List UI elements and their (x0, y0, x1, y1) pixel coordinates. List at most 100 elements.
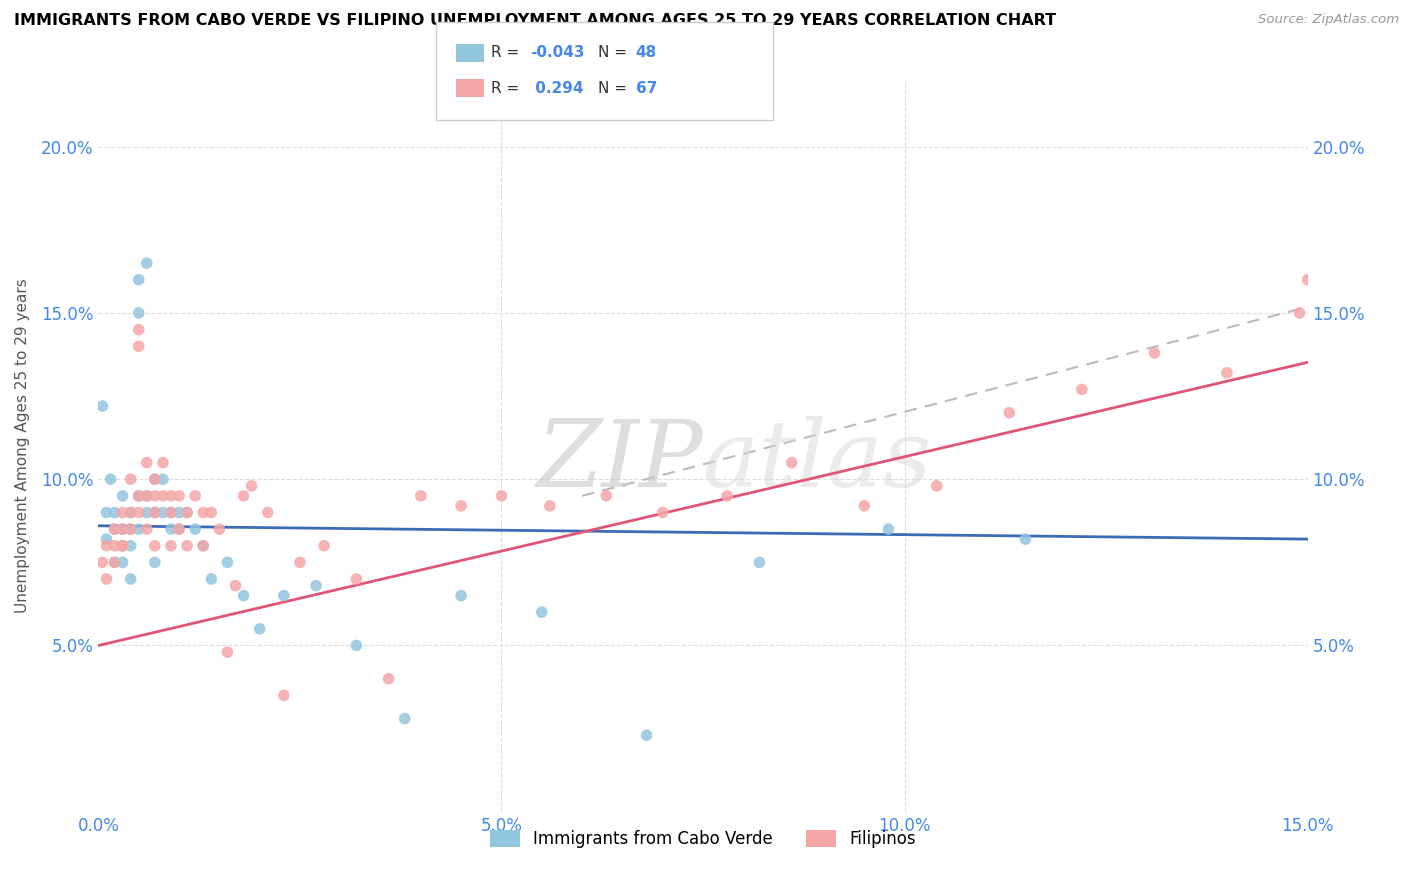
Point (111, 539, 134, 553)
Point (120, 539, 142, 553)
Point (152, 489, 174, 503)
Point (877, 522, 900, 536)
Point (128, 323, 150, 337)
Point (111, 539, 134, 553)
Point (120, 522, 142, 536)
Point (176, 506, 198, 520)
Point (143, 472, 166, 486)
Point (184, 489, 207, 503)
Point (224, 579, 246, 593)
Point (636, 728, 658, 742)
Point (103, 522, 125, 536)
Point (135, 522, 157, 536)
Point (232, 489, 254, 503)
Point (1143, 346, 1166, 360)
Point (103, 522, 125, 536)
Point (256, 506, 278, 520)
Legend: Immigrants from Cabo Verde, Filipinos: Immigrants from Cabo Verde, Filipinos (484, 823, 922, 855)
Point (193, 506, 215, 520)
Point (538, 499, 561, 513)
Point (176, 539, 198, 553)
Point (200, 506, 222, 520)
Text: ZIP: ZIP (536, 416, 703, 506)
Point (450, 589, 472, 603)
Point (344, 639, 367, 653)
Point (249, 622, 271, 636)
Point (111, 522, 134, 536)
Point (91, 555, 114, 569)
Point (120, 572, 142, 586)
Point (103, 555, 125, 569)
Point (128, 306, 150, 320)
Point (152, 456, 174, 470)
Point (1070, 383, 1092, 397)
Point (1216, 366, 1239, 380)
Point (780, 456, 803, 470)
Point (152, 472, 174, 486)
Point (305, 579, 328, 593)
Point (160, 506, 183, 520)
Point (143, 472, 166, 486)
Text: IMMIGRANTS FROM CABO VERDE VS FILIPINO UNEMPLOYMENT AMONG AGES 25 TO 29 YEARS CO: IMMIGRANTS FROM CABO VERDE VS FILIPINO U… (14, 13, 1056, 29)
Point (143, 506, 166, 520)
Point (288, 555, 311, 569)
Point (128, 522, 150, 536)
Point (184, 522, 207, 536)
Point (208, 522, 231, 536)
Point (394, 712, 416, 726)
Point (111, 506, 134, 520)
Point (651, 506, 673, 520)
Point (128, 273, 150, 287)
Point (120, 506, 142, 520)
Point (103, 539, 125, 553)
Point (128, 489, 150, 503)
Point (167, 522, 190, 536)
Text: N =: N = (598, 81, 631, 95)
Point (1014, 532, 1036, 546)
Text: N =: N = (598, 45, 631, 60)
Point (273, 589, 295, 603)
Text: Source: ZipAtlas.com: Source: ZipAtlas.com (1258, 13, 1399, 27)
Point (160, 522, 183, 536)
Point (143, 506, 166, 520)
Point (111, 489, 134, 503)
Point (925, 479, 948, 493)
Point (167, 489, 190, 503)
Point (128, 339, 150, 353)
Point (100, 472, 122, 486)
Point (160, 489, 183, 503)
Point (152, 506, 174, 520)
Y-axis label: Unemployment Among Ages 25 to 29 years: Unemployment Among Ages 25 to 29 years (15, 278, 30, 614)
Point (176, 506, 198, 520)
Point (377, 672, 399, 686)
Point (193, 539, 215, 553)
Point (96, 539, 118, 553)
Point (103, 555, 125, 569)
Point (135, 456, 157, 470)
Point (160, 539, 183, 553)
Point (595, 489, 617, 503)
Point (716, 489, 738, 503)
Point (111, 555, 134, 569)
Point (748, 555, 770, 569)
Point (193, 539, 215, 553)
Point (217, 645, 239, 659)
Point (314, 539, 336, 553)
Point (120, 522, 142, 536)
Point (167, 506, 190, 520)
Point (111, 539, 134, 553)
Point (128, 489, 150, 503)
Point (273, 689, 295, 703)
Point (143, 555, 166, 569)
Point (143, 489, 166, 503)
Point (1312, 239, 1334, 253)
Point (111, 522, 134, 536)
Point (135, 256, 157, 270)
Point (217, 555, 239, 569)
Point (128, 506, 150, 520)
Point (96, 506, 118, 520)
Text: 67: 67 (636, 81, 657, 95)
Point (103, 506, 125, 520)
Text: R =: R = (491, 81, 524, 95)
Text: 0.294: 0.294 (530, 81, 583, 95)
